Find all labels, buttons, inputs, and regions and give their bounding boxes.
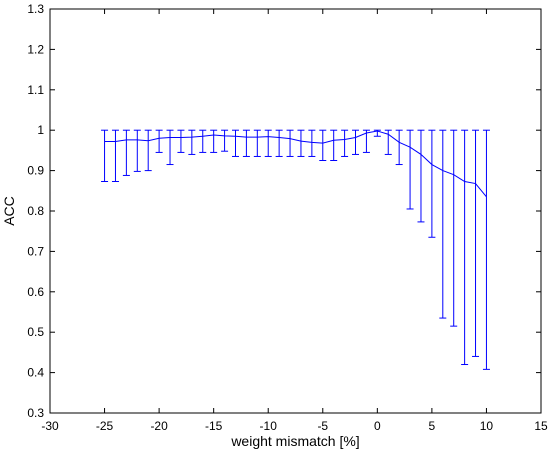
error-bar bbox=[286, 129, 294, 157]
y-tick-label: 1.3 bbox=[27, 2, 44, 16]
error-bar bbox=[111, 129, 119, 183]
x-tick-label: 0 bbox=[374, 419, 381, 433]
x-tick-label: -25 bbox=[96, 419, 114, 433]
y-tick-label: 0.9 bbox=[27, 164, 44, 178]
x-tick-label: 10 bbox=[480, 419, 494, 433]
error-bar bbox=[450, 129, 458, 327]
y-tick-label: 1.1 bbox=[27, 83, 44, 97]
error-bar bbox=[417, 129, 425, 223]
x-tick-label: 15 bbox=[534, 419, 548, 433]
x-tick-label: -5 bbox=[317, 419, 328, 433]
error-bar bbox=[428, 129, 436, 238]
data-layer bbox=[101, 129, 490, 370]
error-bar bbox=[188, 129, 196, 155]
error-bar bbox=[341, 129, 349, 157]
error-bar bbox=[308, 129, 316, 157]
y-tick-label: 0.6 bbox=[27, 285, 44, 299]
error-bar bbox=[155, 129, 163, 153]
series-line bbox=[104, 130, 487, 198]
y-tick-label: 1.2 bbox=[27, 42, 44, 56]
error-bar bbox=[319, 129, 327, 161]
y-axis: 0.3 0.4 0.5 0.6 0.7 0.8 0.9 1 1.1 1.2 1.3 bbox=[27, 2, 541, 420]
y-tick-label: 0.7 bbox=[27, 244, 44, 258]
error-bar bbox=[210, 129, 218, 153]
error-bar bbox=[297, 129, 305, 157]
error-bar bbox=[231, 129, 239, 157]
y-axis-label: ACC bbox=[1, 196, 17, 226]
y-tick-label: 0.4 bbox=[27, 366, 44, 380]
x-tick-label: -15 bbox=[205, 419, 223, 433]
error-bar bbox=[406, 129, 414, 210]
x-tick-label: -30 bbox=[41, 419, 59, 433]
error-bar bbox=[166, 129, 174, 166]
error-bar bbox=[352, 129, 360, 155]
error-bar bbox=[122, 129, 130, 176]
error-bar bbox=[144, 129, 152, 172]
error-bar bbox=[472, 129, 480, 357]
y-tick-label: 0.8 bbox=[27, 204, 44, 218]
error-bar bbox=[439, 129, 447, 319]
error-bar bbox=[177, 129, 185, 153]
error-bar bbox=[275, 129, 283, 157]
error-bar bbox=[330, 129, 338, 161]
error-bar bbox=[221, 129, 229, 152]
x-axis-label: weight mismatch [%] bbox=[230, 433, 359, 449]
error-bar bbox=[133, 129, 141, 172]
x-tick-label: -20 bbox=[150, 419, 168, 433]
error-bar bbox=[264, 129, 272, 157]
y-tick-label: 1 bbox=[37, 123, 44, 137]
y-tick-label: 0.3 bbox=[27, 406, 44, 420]
error-bar bbox=[482, 129, 490, 370]
error-bar bbox=[395, 129, 403, 166]
x-axis: -30 -25 -20 -15 -10 -5 0 5 10 15 bbox=[41, 9, 548, 433]
error-bar bbox=[362, 129, 370, 153]
y-tick-label: 0.5 bbox=[27, 325, 44, 339]
x-tick-label: 5 bbox=[429, 419, 436, 433]
error-bar bbox=[253, 129, 261, 157]
error-bar bbox=[461, 129, 469, 366]
error-bar bbox=[101, 129, 109, 183]
plot-area bbox=[50, 9, 541, 413]
error-bar bbox=[242, 129, 250, 157]
x-tick-label: -10 bbox=[260, 419, 278, 433]
error-bar bbox=[199, 129, 207, 153]
